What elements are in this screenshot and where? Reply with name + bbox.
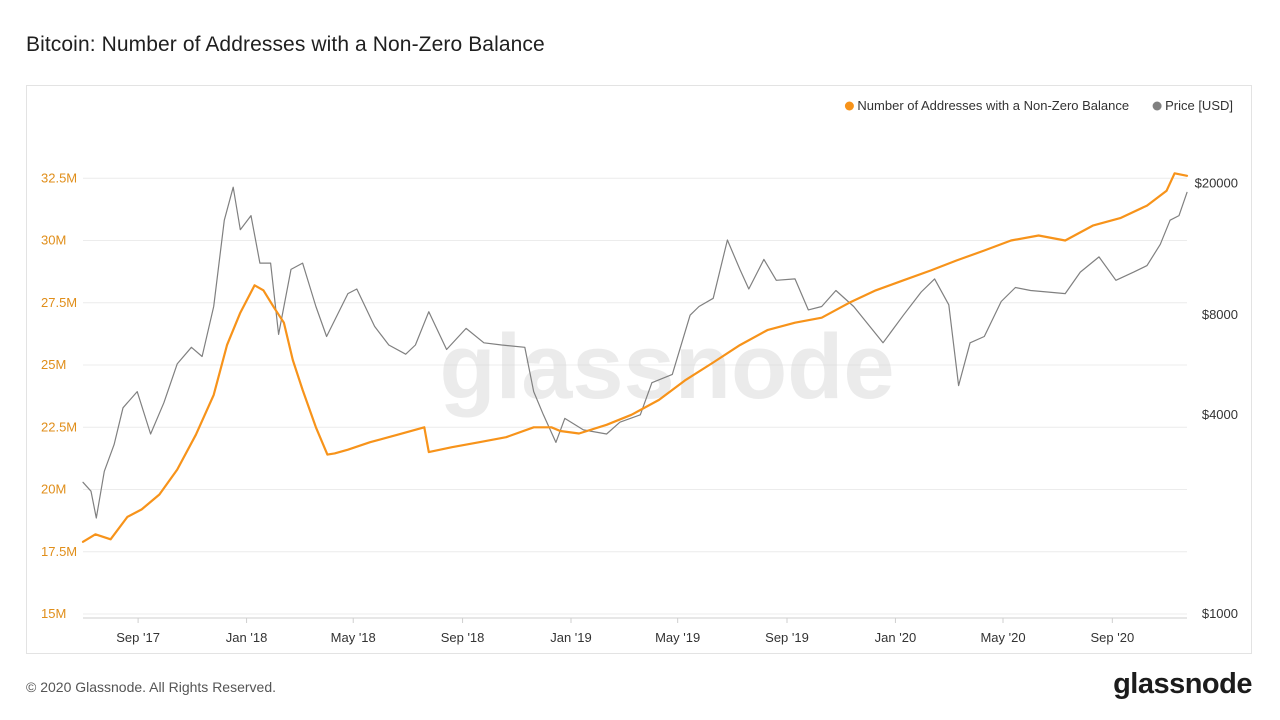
y-right-tick-label: $8000 (1202, 307, 1238, 322)
legend-label-addresses: Number of Addresses with a Non-Zero Bala… (857, 98, 1129, 113)
x-tick-label: May '19 (655, 630, 700, 645)
x-tick-label: Jan '20 (875, 630, 917, 645)
y-left-tick-label: 20M (41, 482, 66, 497)
price-line (82, 186, 1188, 519)
y-left-tick-label: 17.5M (41, 544, 77, 559)
legend-label-price: Price [USD] (1165, 98, 1233, 113)
x-tick-label: Sep '18 (441, 630, 485, 645)
glassnode-logo: glassnode (1113, 668, 1252, 700)
y-left-tick-label: 30M (41, 233, 66, 248)
x-axis: Sep '17 Jan '18 May '18 Sep '18 Jan '19 May '… (83, 617, 1187, 645)
x-tick-label: May '18 (331, 630, 376, 645)
series-group (81, 172, 1189, 543)
y-left-tick-label: 15M (41, 606, 66, 621)
watermark: glassnode (439, 316, 894, 418)
y-left-tick-label: 27.5M (41, 295, 77, 310)
x-tick-label: Sep '17 (116, 630, 160, 645)
x-tick-label: Jan '18 (226, 630, 268, 645)
page-title: Bitcoin: Number of Addresses with a Non-… (26, 33, 545, 56)
grid-lines (83, 177, 1187, 615)
legend-dot-price (1152, 101, 1162, 111)
y-right-tick-label: $4000 (1202, 407, 1238, 422)
copyright-text: © 2020 Glassnode. All Rights Reserved. (26, 679, 277, 695)
addresses-line (81, 172, 1189, 543)
y-right-tick-label: $20000 (1195, 176, 1238, 191)
y-left-tick-label: 25M (41, 357, 66, 372)
y-left-tick-label: 22.5M (41, 419, 77, 434)
x-tick-label: Jan '19 (550, 630, 592, 645)
x-tick-label: Sep '19 (765, 630, 809, 645)
y-axis-left: 15M 17.5M 20M 22.5M 25M 27.5M 30M 32.5M (41, 170, 77, 621)
y-right-tick-label: $1000 (1202, 606, 1238, 621)
y-left-tick-label: 32.5M (41, 170, 77, 185)
chart-frame: glassnode 15M 17.5M 20M 22.5M 25M 27.5M 30M 32.… (26, 85, 1252, 654)
legend: Price [USD] Number of Addresses with a No… (844, 98, 1233, 113)
x-tick-label: May '20 (980, 630, 1025, 645)
chart-svg: glassnode 15M 17.5M 20M 22.5M 25M 27.5M 30M 32.… (41, 98, 1238, 645)
x-tick-label: Sep '20 (1090, 630, 1134, 645)
legend-dot-addresses (844, 101, 854, 111)
y-axis-right: $1000 $4000 $8000 $20000 (1195, 176, 1238, 621)
